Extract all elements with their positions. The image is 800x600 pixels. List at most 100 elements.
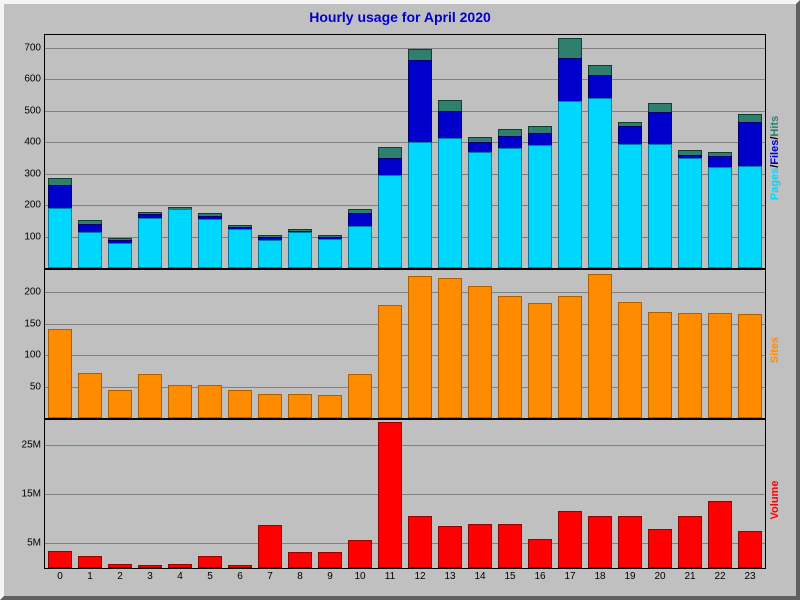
bar-group [168,35,191,268]
bar-group [228,270,251,418]
sites-bar [468,286,491,418]
volume-bar [408,516,431,568]
bar-group [498,270,521,418]
pages-bar [678,158,701,268]
y-tick-label: 400 [24,137,45,148]
bar-group [228,420,251,568]
bar-group [558,420,581,568]
sites-bar [348,374,371,418]
pages-bar [498,148,521,268]
label-files: Files [769,139,781,164]
x-tick-label: 1 [87,568,93,582]
x-tick-label: 0 [57,568,63,582]
sites-bar [588,274,611,418]
bar-group [438,270,461,418]
y-tick-label: 150 [24,318,45,329]
bar-group [198,35,221,268]
bar-group [708,270,731,418]
bar-group [138,270,161,418]
volume-bar [498,524,521,568]
volume-bar [588,516,611,568]
bar-group [288,35,311,268]
pages-bar [228,229,251,268]
pages-bar [108,243,131,268]
chart-title: Hourly usage for April 2020 [309,9,491,25]
bar-group [138,35,161,268]
volume-bar [558,511,581,568]
y-tick-label: 600 [24,74,45,85]
top-panel: Pages/Files/Hits 100200300400500600700 [44,34,766,269]
label-hits: Hits [769,115,781,136]
bar-group [108,35,131,268]
x-tick-label: 5 [207,568,213,582]
sites-panel: Sites 50100150200 [44,269,766,419]
x-tick-label: 15 [504,568,515,582]
bar-group [618,420,641,568]
bar-group [408,270,431,418]
bar-group [528,270,551,418]
bar-group [318,420,341,568]
sites-bar [378,305,401,418]
bar-group [588,420,611,568]
x-tick-label: 11 [385,568,395,582]
sites-bar [678,313,701,418]
bar-group [678,420,701,568]
x-tick-label: 20 [654,568,665,582]
bar-group [48,270,71,418]
bar-group [108,270,131,418]
y-tick-label: 200 [24,200,45,211]
pages-bar [558,101,581,268]
x-tick-label: 10 [354,568,365,582]
bar-group [648,420,671,568]
bar-group [498,35,521,268]
sites-bar [438,278,461,418]
bar-group [198,270,221,418]
sites-bar [78,373,101,418]
sites-bar [258,394,281,418]
bar-group [198,420,221,568]
volume-bar [708,501,731,568]
y-tick-label: 500 [24,105,45,116]
x-tick-label: 18 [594,568,605,582]
sites-bar [138,374,161,418]
bar-group [108,420,131,568]
pages-bar [138,218,161,268]
sites-bar [318,395,341,418]
bar-group [558,270,581,418]
y-tick-label: 50 [30,381,45,392]
x-tick-label: 12 [414,568,425,582]
sites-bar [648,312,671,418]
volume-bar [438,526,461,568]
y-tick-label: 300 [24,168,45,179]
bar-group [318,35,341,268]
pages-bar [318,239,341,268]
sites-bar [48,329,71,418]
top-panel-label: Pages/Files/Hits [769,115,781,199]
chart-frame: Hourly usage for April 2020 Pages/Files/… [0,0,800,600]
x-tick-label: 8 [297,568,303,582]
volume-bar [78,556,101,568]
label-pages: Pages [769,167,781,199]
y-tick-label: 25M [22,439,45,450]
x-tick-label: 6 [237,568,243,582]
volume-bar [348,540,371,568]
bar-group [318,270,341,418]
bar-group [438,420,461,568]
pages-bar [348,226,371,269]
volume-bar [48,551,71,568]
x-tick-label: 4 [177,568,183,582]
bar-group [528,35,551,268]
x-tick-label: 2 [117,568,123,582]
bar-group [738,270,761,418]
sites-bar [558,296,581,418]
volume-panel: Volume 5M15M25M0123456789101112131415161… [44,419,766,569]
pages-bar [48,208,71,268]
pages-bar [408,142,431,268]
bar-group [468,35,491,268]
bar-group [588,270,611,418]
sites-bar [498,296,521,418]
pages-bar [468,152,491,269]
sites-bar [738,314,761,418]
bar-group [618,270,641,418]
pages-bar [378,175,401,268]
